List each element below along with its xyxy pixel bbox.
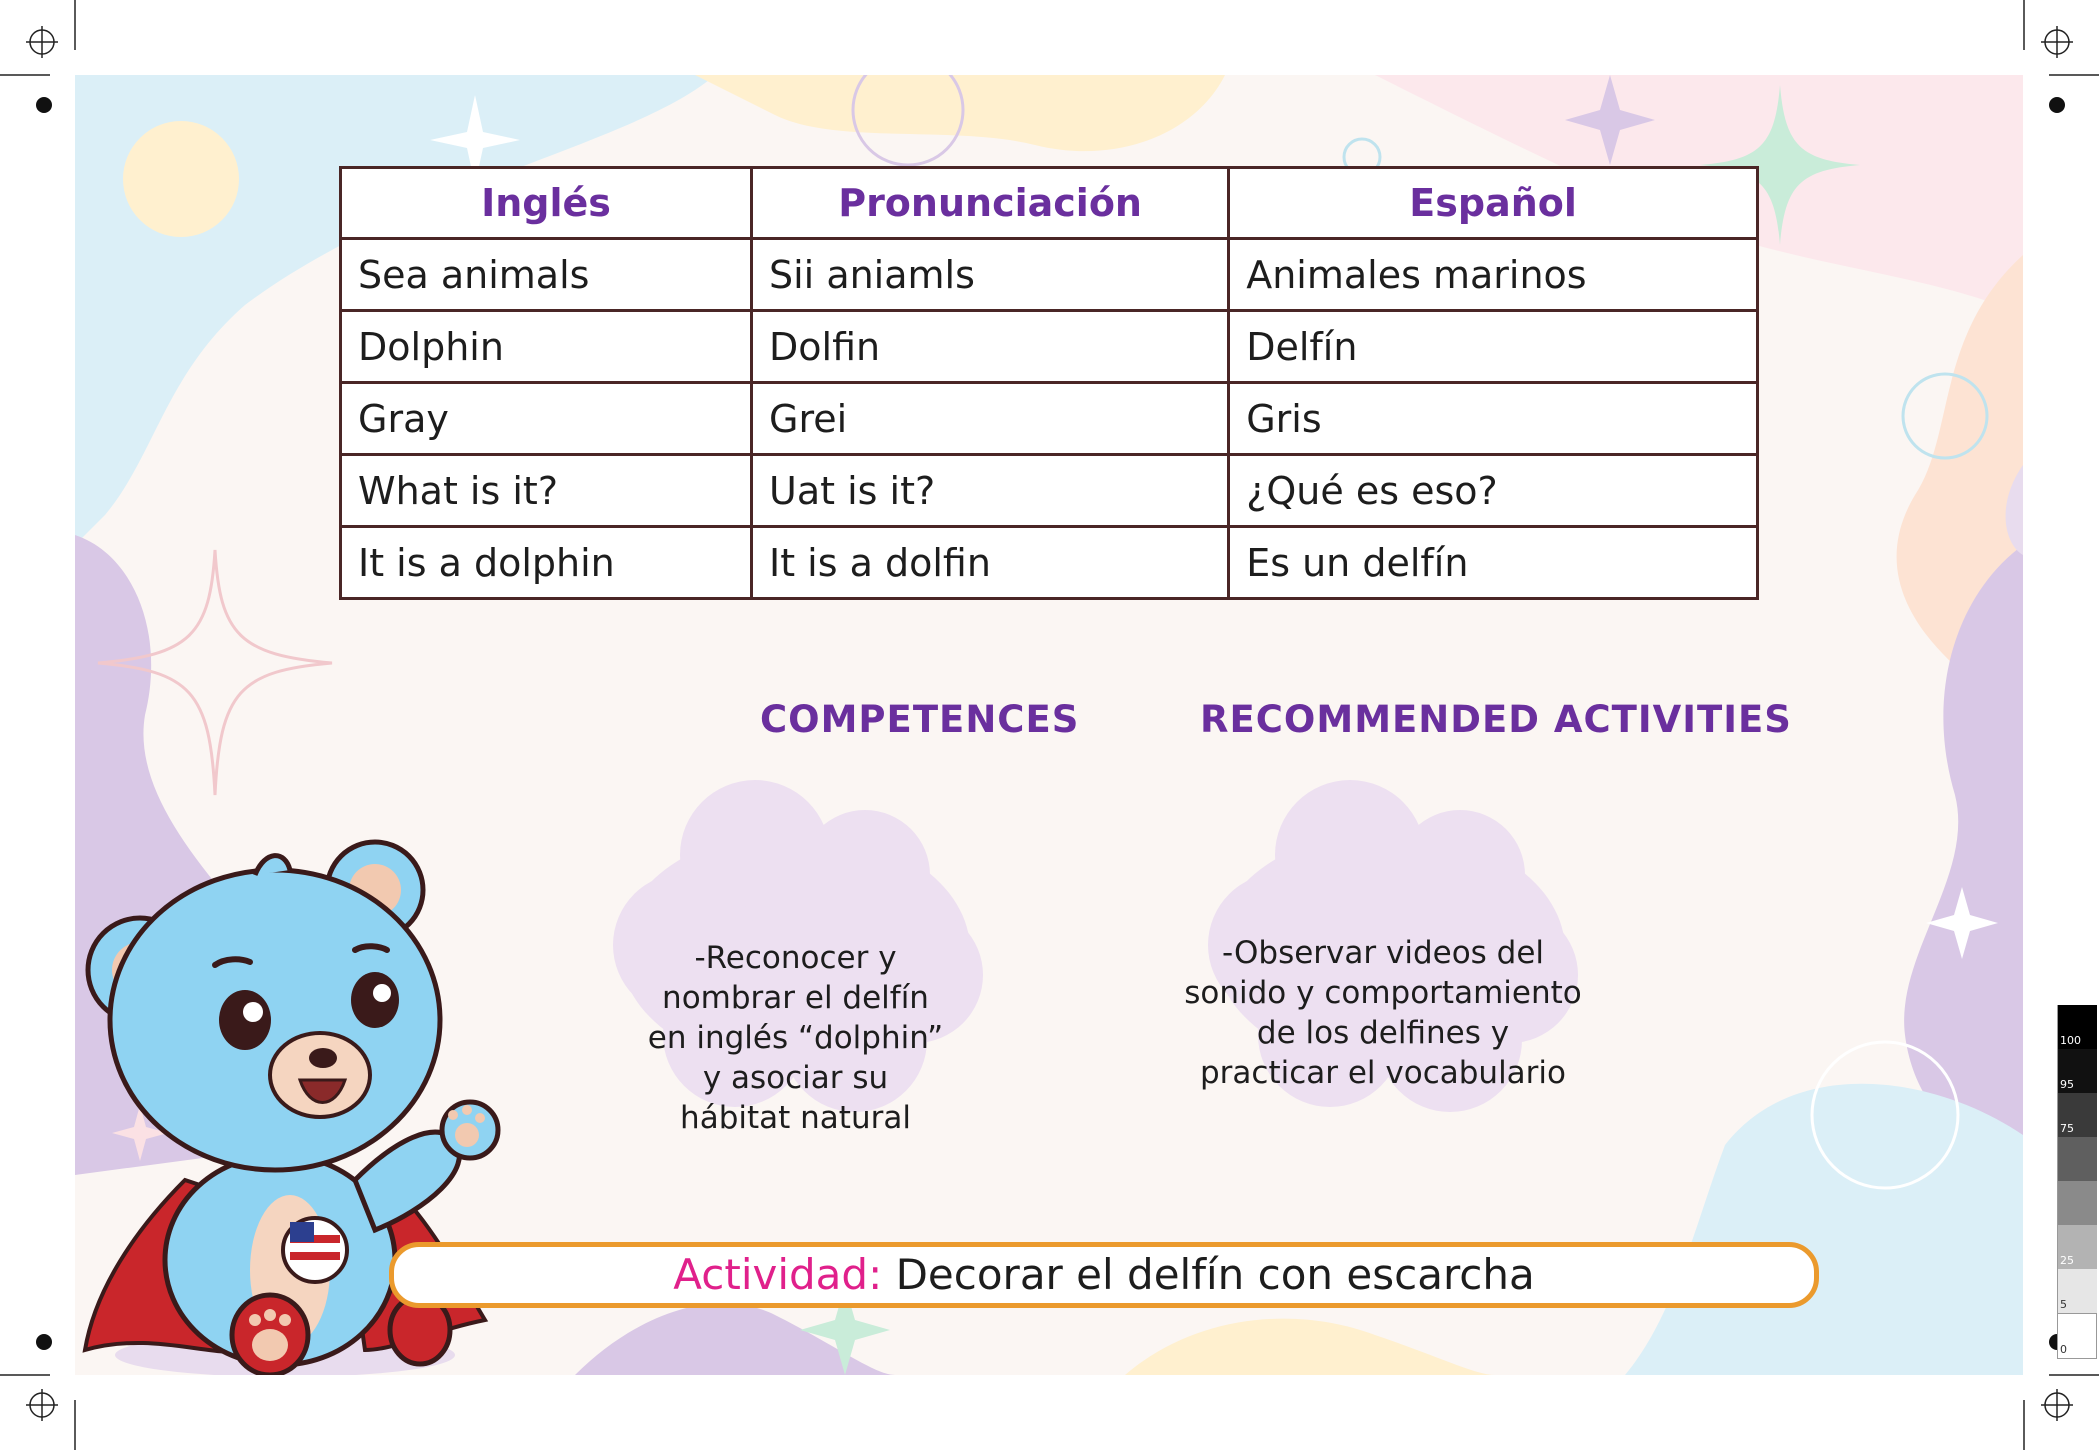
- scale-swatch: [2057, 1181, 2097, 1225]
- vocabulary-table: Inglés Pronunciación Español Sea animals…: [339, 166, 1759, 600]
- cell-english: Sea animals: [339, 237, 753, 312]
- recommended-activities-title: RECOMMENDED ACTIVITIES: [1200, 698, 1792, 741]
- header-pronunciacion: Pronunciación: [749, 166, 1231, 240]
- scale-label: 0: [2060, 1343, 2067, 1356]
- superhero-bear-illustration: [82, 839, 501, 1375]
- competences-cloud: [613, 780, 983, 1112]
- cell-spanish: Es un delfín: [1227, 525, 1759, 600]
- cell-pronunciation: Sii aniamls: [749, 237, 1231, 312]
- page: Inglés Pronunciación Español Sea animals…: [75, 75, 2023, 1375]
- scale-label: 95: [2060, 1078, 2074, 1091]
- scale-label: 5: [2060, 1298, 2067, 1311]
- scale-label: 100: [2060, 1034, 2081, 1047]
- activities-cloud: [1208, 780, 1578, 1112]
- color-density-scale: 100 95 75 25 5 0: [2057, 1005, 2097, 1359]
- activity-text: Decorar el delfín con escarcha: [882, 1250, 1535, 1299]
- cell-english: Gray: [339, 381, 753, 456]
- cell-spanish: Animales marinos: [1227, 237, 1759, 312]
- activity-label: Actividad:: [673, 1250, 883, 1299]
- table-row: It is a dolphin It is a dolfin Es un del…: [339, 525, 1759, 600]
- activity-banner: Actividad: Decorar el delfín con escarch…: [389, 1242, 1819, 1308]
- scale-swatch: 75: [2057, 1093, 2097, 1137]
- cell-pronunciation: Uat is it?: [749, 453, 1231, 528]
- cell-english: It is a dolphin: [339, 525, 753, 600]
- table-row: Dolphin Dolfin Delfín: [339, 309, 1759, 384]
- scale-swatch: [2057, 1137, 2097, 1181]
- scale-label: 25: [2060, 1254, 2074, 1267]
- cell-spanish: ¿Qué es eso?: [1227, 453, 1759, 528]
- scale-swatch: 95: [2057, 1049, 2097, 1093]
- table-row: Gray Grei Gris: [339, 381, 1759, 456]
- cell-english: What is it?: [339, 453, 753, 528]
- scale-swatch: 25: [2057, 1225, 2097, 1269]
- competences-title: COMPETENCES: [760, 698, 1080, 741]
- header-espanol: Español: [1227, 166, 1759, 240]
- header-ingles: Inglés: [339, 166, 753, 240]
- competences-text: -Reconocer y nombrar el delfín en inglés…: [647, 940, 944, 1136]
- cell-pronunciation: Grei: [749, 381, 1231, 456]
- cell-pronunciation: It is a dolfin: [749, 525, 1231, 600]
- vocabulary-header-row: Inglés Pronunciación Español: [339, 166, 1759, 240]
- scale-swatch: 0: [2057, 1313, 2097, 1359]
- cell-pronunciation: Dolfin: [749, 309, 1231, 384]
- scale-swatch: 100: [2057, 1005, 2097, 1049]
- table-row: What is it? Uat is it? ¿Qué es eso?: [339, 453, 1759, 528]
- scale-swatch: 5: [2057, 1269, 2097, 1313]
- cell-spanish: Delfín: [1227, 309, 1759, 384]
- cell-english: Dolphin: [339, 309, 753, 384]
- table-row: Sea animals Sii aniamls Animales marinos: [339, 237, 1759, 312]
- activities-text: -Observar videos del sonido y comportami…: [1184, 935, 1582, 1091]
- scale-label: 75: [2060, 1122, 2074, 1135]
- cell-spanish: Gris: [1227, 381, 1759, 456]
